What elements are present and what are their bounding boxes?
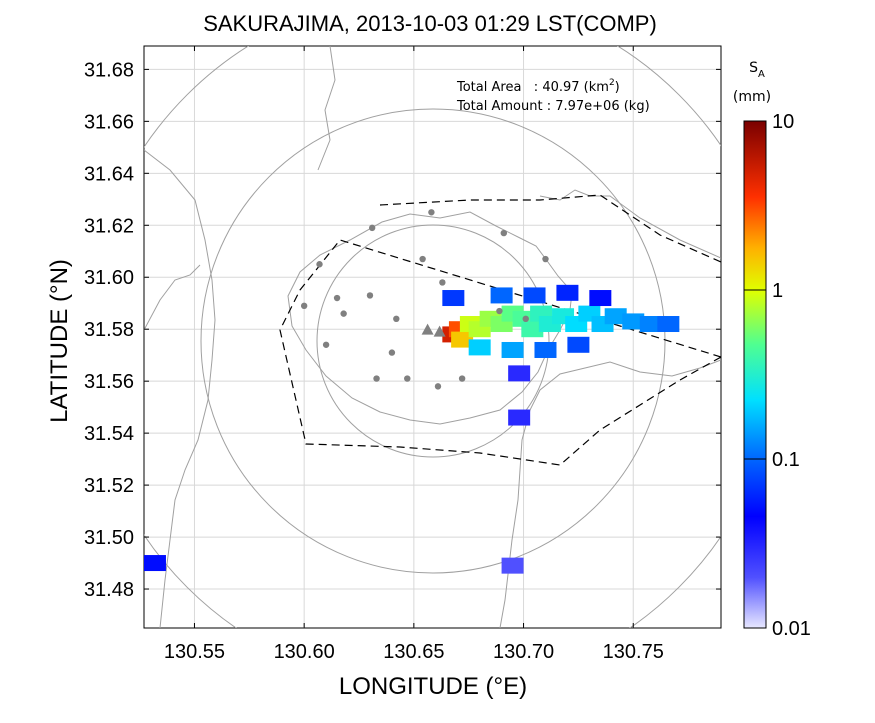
mainland-coastline-west: [144, 149, 216, 628]
station-marker: [322, 341, 330, 348]
x-tick-label: 130.65: [383, 641, 444, 663]
range-ring-middle: [200, 108, 666, 574]
station-marker: [404, 375, 411, 382]
plume-cell: [567, 336, 590, 353]
plume-cell: [508, 409, 531, 426]
plume-cell: [604, 308, 627, 325]
y-tick-label: 31.56: [84, 371, 134, 393]
y-tick-label: 31.48: [84, 579, 134, 601]
colorbar: [743, 120, 767, 629]
y-tick-label: 31.52: [84, 475, 134, 497]
station-marker: [500, 229, 508, 237]
plume-cell: [639, 316, 662, 333]
colorbar-tick-label: 0.1: [772, 449, 800, 471]
station-marker: [366, 292, 374, 299]
y-tick-label: 31.60: [84, 267, 134, 289]
y-axis-label: LATITUDE (°N): [46, 259, 73, 423]
y-tick-label: 31.50: [84, 527, 134, 549]
y-tick-label: 31.54: [84, 423, 134, 445]
radar-coverage-boundary: [279, 194, 721, 466]
station-marker: [388, 349, 396, 356]
total-area-text: Total Area : 40.97 (km2): [456, 78, 620, 95]
x-axis-ticks: 130.55 130.60 130.65 130.70 130.75: [164, 46, 664, 663]
colorbar-tick-label: 1: [772, 280, 783, 302]
y-tick-label: 31.62: [84, 215, 134, 237]
plume-cell: [451, 331, 474, 348]
station-marker: [316, 261, 323, 268]
colorbar-title: SA: [749, 60, 765, 80]
plot-area: [143, 45, 722, 629]
station-marker: [428, 209, 435, 216]
plume-cell: [501, 557, 524, 574]
northwest-coastline: [144, 264, 201, 331]
x-tick-label: 130.75: [603, 641, 664, 663]
plume-cell: [556, 284, 579, 301]
plume-cell: [144, 555, 166, 572]
plume-cell: [534, 341, 557, 358]
plume-cell: [501, 341, 524, 358]
chart-title: SAKURAJIMA, 2013-10-03 01:29 LST(COMP): [203, 11, 657, 36]
plume-cell: [657, 316, 680, 333]
plume-cell: [523, 287, 546, 304]
station-marker: [458, 375, 466, 382]
plume-cell: [442, 290, 465, 307]
station-marker: [393, 315, 400, 323]
station-marker: [522, 315, 529, 323]
station-marker: [496, 307, 503, 315]
station-markers: [300, 209, 549, 390]
x-tick-label: 130.70: [493, 641, 554, 663]
colorbar-unit: (mm): [733, 89, 771, 105]
colorbar-tick-label: 0.01: [772, 618, 811, 640]
station-marker: [368, 224, 376, 232]
x-axis-label: LONGITUDE (°E): [339, 673, 527, 700]
range-ring-inner: [316, 224, 550, 458]
y-tick-label: 31.68: [84, 59, 134, 81]
plume-cell: [490, 287, 513, 304]
y-tick-label: 31.66: [84, 111, 134, 133]
plume-cell: [589, 290, 612, 307]
station-marker: [542, 255, 549, 263]
plume-cell: [622, 313, 645, 330]
plume-cell: [508, 365, 531, 382]
x-tick-label: 130.60: [274, 641, 335, 663]
y-tick-label: 31.58: [84, 319, 134, 341]
vent-marker: [421, 323, 434, 335]
vent-markers: [421, 323, 446, 337]
x-tick-label: 130.55: [164, 641, 225, 663]
y-tick-label: 31.64: [84, 163, 134, 185]
station-marker: [340, 310, 347, 317]
station-marker: [434, 383, 442, 390]
mainland-coastline-southeast: [499, 359, 721, 628]
station-marker: [439, 279, 446, 286]
colorbar-ticks: 10 1 0.1 0.01: [744, 111, 811, 640]
y-axis-ticks: 31.48 31.50 31.52 31.54 31.56 31.58 31.60 31.62…: [84, 59, 721, 601]
station-marker: [300, 302, 308, 310]
station-marker: [333, 294, 341, 302]
station-marker: [373, 375, 380, 382]
plume-cell: [521, 321, 544, 338]
plume-cell: [468, 339, 491, 356]
vent-marker: [433, 325, 446, 337]
station-marker: [419, 255, 426, 263]
colorbar-tick-label: 10: [772, 111, 794, 133]
total-amount-text: Total Amount : 7.97e+06 (kg): [456, 99, 650, 114]
